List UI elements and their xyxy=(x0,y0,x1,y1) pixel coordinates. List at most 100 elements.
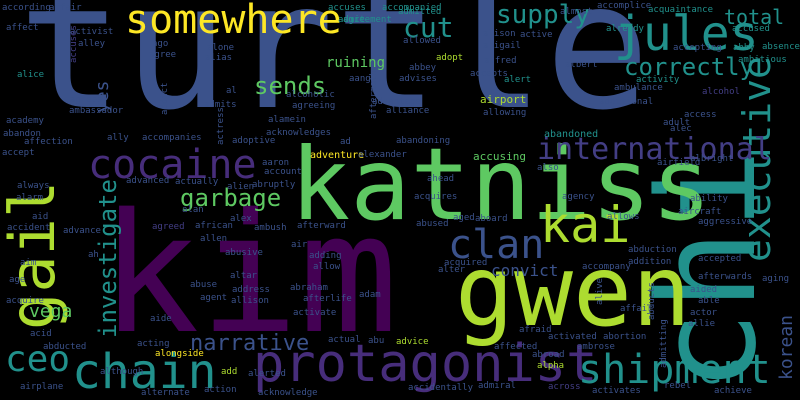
word-activity: activity xyxy=(636,75,680,85)
word-ambassador: ambassador xyxy=(69,106,124,116)
word-aim: aim xyxy=(20,258,37,268)
word-abraham: abraham xyxy=(290,283,328,293)
word-alter: alter xyxy=(438,265,466,275)
word-affair: affair xyxy=(49,3,82,13)
word-abigail: abigail xyxy=(483,41,521,51)
word-alert: alert xyxy=(504,75,532,85)
word-affair2: affair xyxy=(620,304,653,314)
word-acquired: acquired xyxy=(444,258,488,268)
word-agent: agent xyxy=(200,293,228,303)
word-active: active xyxy=(520,30,553,40)
word-ally: ally xyxy=(107,133,129,143)
word-abducted: abducted xyxy=(43,342,87,352)
word-alien: alien xyxy=(227,182,255,192)
word-agreement: agreement xyxy=(343,15,392,25)
word-chain: chain xyxy=(72,344,217,400)
word-abandoned: abandoned xyxy=(544,129,599,140)
word-actually: actually xyxy=(175,177,219,187)
word-alfred: alfred xyxy=(484,56,517,66)
word-allie: allie xyxy=(688,319,716,329)
word-alongside: alongside xyxy=(155,349,204,359)
word-alexander: alexander xyxy=(358,150,407,160)
word-allison: allison xyxy=(231,296,269,306)
word-almost: almost xyxy=(560,7,593,17)
word-alcoholic: alcoholic xyxy=(286,90,335,100)
word-adopt: adopt xyxy=(436,53,464,63)
word-affection: affection xyxy=(24,137,73,147)
word-aircraft: aircraft xyxy=(678,207,722,217)
word-airplane: airplane xyxy=(20,382,64,392)
word-accusing: accusing xyxy=(473,150,526,163)
word-supply: supply xyxy=(496,0,590,30)
word-garbage: garbage xyxy=(180,184,282,212)
word-access: access xyxy=(684,110,717,120)
word-aged: aged xyxy=(453,213,475,223)
word-korean: korean xyxy=(776,314,797,380)
word-accompany: accompany xyxy=(582,262,631,272)
word-additional: additional xyxy=(599,97,654,107)
word-acknowledges: acknowledges xyxy=(266,128,332,138)
word-acquaintance: acquaintance xyxy=(648,5,714,15)
word-air: air xyxy=(291,240,308,250)
word-kai: kai xyxy=(540,196,631,254)
word-allowed: allowed xyxy=(403,36,441,46)
word-investigate: investigate xyxy=(94,179,122,338)
word-accepts: accepts xyxy=(470,69,508,79)
word-acquires: acquires xyxy=(414,192,458,202)
word-across: across xyxy=(548,382,581,392)
word-ambitious: ambitious xyxy=(738,55,787,65)
word-accompanies: accompanies xyxy=(142,133,202,143)
word-ago: ago xyxy=(152,39,169,49)
word-katniss: katniss xyxy=(290,126,712,243)
word-ahead: ahead xyxy=(427,174,455,184)
word-ceo: ceo xyxy=(5,339,71,380)
word-also: also xyxy=(537,163,559,173)
word-abusive: abusive xyxy=(225,248,263,258)
word-alley: alley xyxy=(78,39,106,49)
word-advises: advises xyxy=(399,74,437,84)
word-afraid: afraid xyxy=(519,325,552,335)
word-acknowledge: acknowledge xyxy=(258,388,318,398)
word-aide: aide xyxy=(150,314,172,324)
word-somewhere: somewhere xyxy=(125,0,342,43)
word-agreeing: agreeing xyxy=(292,101,336,111)
word-ambush: ambush xyxy=(254,223,287,233)
word-abruptly: abruptly xyxy=(252,180,296,190)
word-ambulance: ambulance xyxy=(614,83,663,93)
word-accuses: accuses xyxy=(328,3,366,13)
word-admitting: admitting xyxy=(659,319,669,368)
word-activate: activate xyxy=(293,308,337,318)
word-ability: ability xyxy=(690,194,728,204)
word-aid: aid xyxy=(32,212,49,222)
word-ambrose: ambrose xyxy=(577,342,615,352)
word-albright: albright xyxy=(690,154,734,164)
word-airport: airport xyxy=(480,93,527,106)
word-cut: cut xyxy=(403,11,454,44)
word-admiral: admiral xyxy=(478,381,516,391)
word-adoptive: adoptive xyxy=(232,136,276,146)
word-admit: admit xyxy=(338,15,366,25)
word-agency: agency xyxy=(562,192,595,202)
word-admitted: admitted xyxy=(398,7,442,17)
word-acquire: acquire xyxy=(6,296,44,306)
word-affected: affected xyxy=(494,342,538,352)
word-address: address xyxy=(232,285,270,295)
word-abduction: abduction xyxy=(628,245,677,255)
word-although: although xyxy=(100,367,144,377)
word-accomplice: accomplice xyxy=(597,1,652,11)
word-afterwards: afterwards xyxy=(698,272,753,282)
word-activist: activist xyxy=(70,27,114,37)
word-alone: alone xyxy=(207,43,235,53)
word-turtle: turtle xyxy=(18,0,651,149)
word-advantage: advantage xyxy=(372,97,421,107)
word-alerted: alerted xyxy=(248,369,286,379)
word-affect: affect xyxy=(6,23,39,33)
word-clan: clan xyxy=(448,222,545,268)
word-agree: agree xyxy=(149,50,177,60)
word-addition: addition xyxy=(628,257,672,267)
word-accused: accused xyxy=(732,24,770,34)
word-jules: jules xyxy=(614,6,759,62)
word-abu: abu xyxy=(368,336,385,346)
word-adam: adam xyxy=(359,290,381,300)
word-gwen: gwen xyxy=(455,235,692,349)
